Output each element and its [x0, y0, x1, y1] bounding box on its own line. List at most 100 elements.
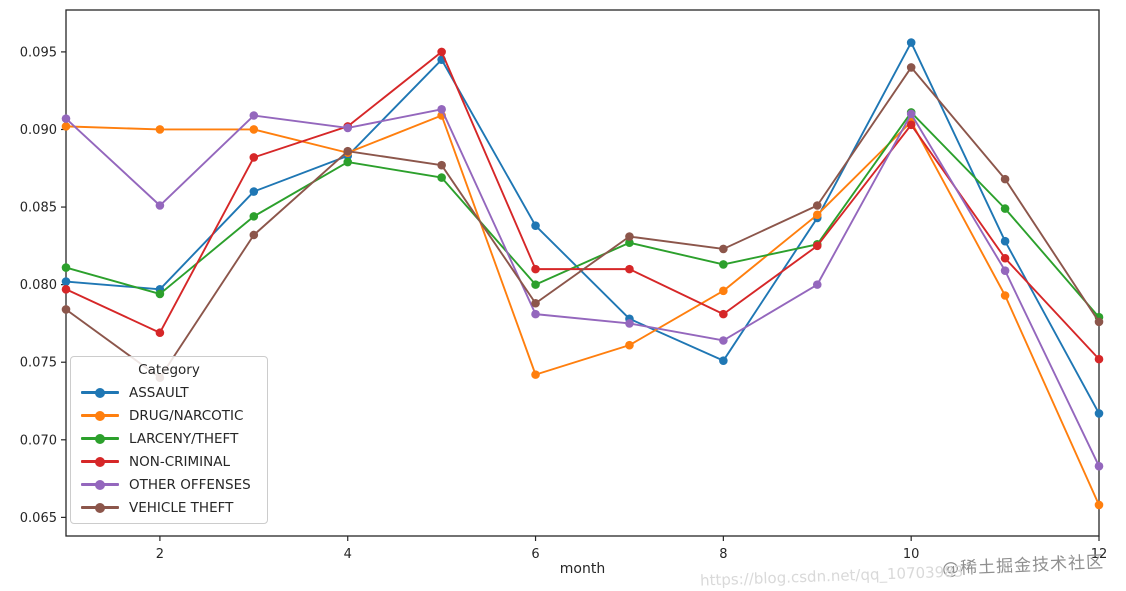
data-point — [531, 264, 540, 274]
data-point — [719, 309, 728, 319]
data-point — [812, 280, 822, 289]
legend-marker-icon — [81, 386, 119, 400]
data-point — [1000, 174, 1010, 184]
legend-label: DRUG/NARCOTIC — [129, 407, 244, 424]
data-point — [155, 328, 165, 338]
legend-marker-icon — [81, 455, 119, 469]
legend-entry-assault: ASSAULT — [81, 381, 257, 404]
x-axis-label: month — [559, 561, 606, 577]
data-point — [437, 160, 446, 170]
series-line-larceny-theft — [65, 111, 1100, 318]
data-point — [719, 260, 728, 269]
data-point — [343, 123, 353, 133]
data-point — [1000, 291, 1010, 300]
data-point — [61, 263, 71, 272]
data-point — [343, 157, 353, 167]
series-line-other-offenses — [65, 108, 1100, 467]
data-point — [1094, 317, 1104, 327]
data-point — [1094, 461, 1104, 471]
data-point — [61, 305, 71, 314]
data-point — [1000, 236, 1010, 246]
data-point — [249, 187, 259, 196]
y-tick-label: 0.070 — [20, 433, 57, 448]
data-point — [155, 125, 165, 134]
x-tick-label: 12 — [1091, 547, 1108, 562]
legend-label: ASSAULT — [129, 384, 189, 401]
data-point — [155, 201, 165, 210]
data-point — [343, 146, 353, 156]
x-tick-label: 6 — [531, 547, 539, 562]
data-point — [812, 241, 822, 251]
series-line-assault — [65, 41, 1100, 414]
data-point — [249, 212, 259, 221]
legend-label: OTHER OFFENSES — [129, 476, 251, 493]
data-point — [531, 370, 540, 379]
data-point — [531, 221, 540, 230]
legend-marker-icon — [81, 501, 119, 515]
data-point — [812, 201, 822, 210]
data-point — [719, 244, 728, 254]
data-point — [1000, 204, 1010, 213]
x-tick-label: 4 — [344, 547, 352, 562]
legend-entry-drug-narcotic: DRUG/NARCOTIC — [81, 404, 257, 427]
data-point — [719, 336, 728, 345]
data-point — [812, 210, 822, 220]
legend-entry-non-criminal: NON-CRIMINAL — [81, 450, 257, 473]
data-point — [1000, 266, 1010, 275]
x-tick-label: 2 — [156, 547, 164, 562]
data-point — [249, 230, 259, 240]
plot-border — [65, 9, 1100, 537]
x-tick-label: 8 — [719, 547, 727, 562]
data-point — [1094, 354, 1104, 364]
data-point — [719, 286, 728, 296]
legend-label: VEHICLE THEFT — [129, 499, 234, 516]
legend-title: Category — [138, 362, 200, 378]
data-point — [531, 280, 540, 289]
data-point — [906, 120, 916, 130]
legend-marker-icon — [81, 478, 119, 492]
data-point — [61, 114, 71, 123]
data-point — [1000, 253, 1010, 263]
data-point — [437, 173, 446, 182]
legend-box: Category ASSAULT DRUG/NARCOTIC LARCENY/T… — [70, 356, 268, 524]
legend-entry-vehicle-theft: VEHICLE THEFT — [81, 496, 257, 519]
legend-label: LARCENY/THEFT — [129, 430, 239, 447]
data-point — [625, 232, 634, 241]
data-point — [625, 340, 634, 350]
data-point — [1094, 409, 1104, 418]
legend-entry-larceny-theft: LARCENY/THEFT — [81, 427, 257, 450]
y-tick-label: 0.090 — [20, 123, 57, 138]
legend-label: NON-CRIMINAL — [129, 453, 230, 470]
data-point — [625, 319, 634, 328]
y-tick-label: 0.095 — [20, 45, 57, 60]
legend-entry-other-offenses: OTHER OFFENSES — [81, 473, 257, 496]
data-point — [437, 105, 446, 114]
legend-marker-icon — [81, 409, 119, 423]
series-line-vehicle-theft — [65, 66, 1100, 379]
y-tick-label: 0.075 — [20, 356, 57, 371]
x-tick-label: 10 — [903, 547, 920, 562]
data-point — [625, 238, 634, 248]
data-point — [906, 109, 916, 119]
data-point — [249, 125, 259, 134]
data-point — [61, 122, 71, 131]
data-point — [61, 284, 71, 294]
data-point — [906, 38, 916, 47]
data-point — [249, 111, 259, 120]
data-point — [906, 63, 916, 72]
data-point — [437, 47, 446, 57]
data-point — [531, 298, 540, 308]
y-tick-label: 0.080 — [20, 278, 57, 293]
data-point — [249, 153, 259, 162]
data-point — [155, 289, 165, 299]
series-line-non-criminal — [65, 50, 1100, 360]
data-point — [719, 356, 728, 365]
legend-marker-icon — [81, 432, 119, 446]
data-point — [1094, 500, 1104, 510]
y-tick-label: 0.085 — [20, 201, 57, 216]
y-tick-label: 0.065 — [20, 511, 57, 526]
data-point — [625, 264, 634, 274]
data-point — [61, 277, 71, 286]
